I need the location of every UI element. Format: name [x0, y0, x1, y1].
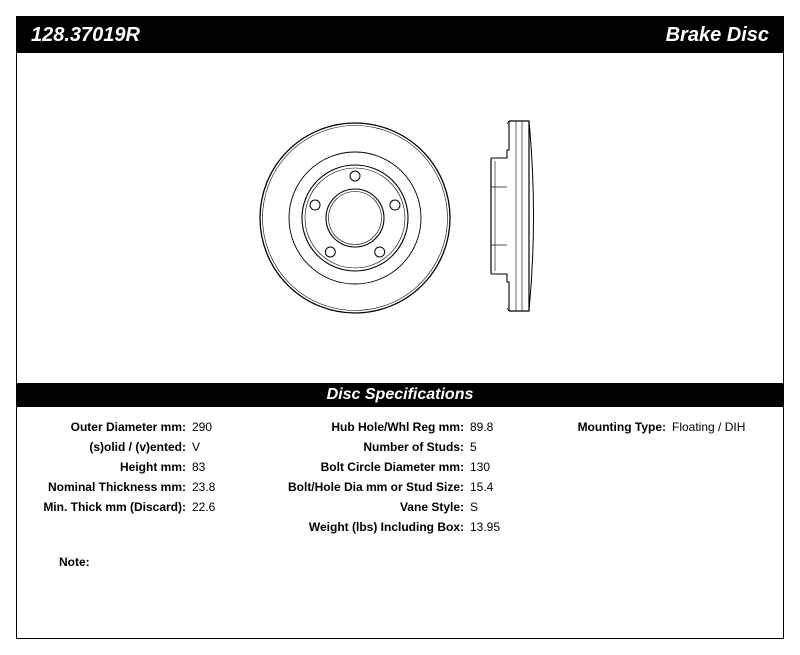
- spec-label: Height mm:: [37, 457, 192, 477]
- spec-label: Number of Studs:: [272, 437, 470, 457]
- spec-row: (s)olid / (v)ented:V: [37, 437, 272, 457]
- note-row: Note:: [17, 543, 783, 569]
- spec-value: 290: [192, 417, 212, 437]
- specs-col-2: Hub Hole/Whl Reg mm:89.8Number of Studs:…: [272, 417, 572, 537]
- spec-label: Hub Hole/Whl Reg mm:: [272, 417, 470, 437]
- section-title: Disc Specifications: [327, 386, 474, 404]
- spec-value: 15.4: [470, 477, 493, 497]
- spec-value: V: [192, 437, 200, 457]
- spec-sheet-frame: 128.37019R Brake Disc Disc Specification…: [16, 16, 784, 639]
- spec-label: Bolt/Hole Dia mm or Stud Size:: [272, 477, 470, 497]
- spec-row: Outer Diameter mm:290: [37, 417, 272, 437]
- spec-label: Min. Thick mm (Discard):: [37, 497, 192, 517]
- specs-col-3: Mounting Type:Floating / DIH: [572, 417, 763, 537]
- part-number: 128.37019R: [31, 24, 140, 47]
- spec-value: 89.8: [470, 417, 493, 437]
- spec-value: 83: [192, 457, 205, 477]
- drawing-area: [17, 53, 783, 383]
- spec-value: 13.95: [470, 517, 500, 537]
- spec-label: Outer Diameter mm:: [37, 417, 192, 437]
- spec-row: Vane Style:S: [272, 497, 572, 517]
- spec-label: Vane Style:: [272, 497, 470, 517]
- rotor-face-view: [255, 118, 455, 318]
- specs-table: Outer Diameter mm:290(s)olid / (v)ented:…: [17, 407, 783, 543]
- spec-row: Nominal Thickness mm:23.8: [37, 477, 272, 497]
- specs-col-1: Outer Diameter mm:290(s)olid / (v)ented:…: [37, 417, 272, 537]
- product-type: Brake Disc: [666, 24, 769, 47]
- spec-row: Bolt/Hole Dia mm or Stud Size:15.4: [272, 477, 572, 497]
- spec-value: 5: [470, 437, 477, 457]
- header-bar: 128.37019R Brake Disc: [17, 17, 783, 53]
- note-label: Note:: [59, 555, 90, 569]
- rotor-side-view: [485, 111, 545, 326]
- spec-row: Mounting Type:Floating / DIH: [572, 417, 763, 437]
- spec-row: Min. Thick mm (Discard):22.6: [37, 497, 272, 517]
- spec-value: 23.8: [192, 477, 215, 497]
- spec-label: Nominal Thickness mm:: [37, 477, 192, 497]
- section-title-bar: Disc Specifications: [17, 383, 783, 407]
- spec-row: Number of Studs:5: [272, 437, 572, 457]
- spec-label: (s)olid / (v)ented:: [37, 437, 192, 457]
- spec-value: 22.6: [192, 497, 215, 517]
- spec-row: Height mm:83: [37, 457, 272, 477]
- spec-label: Bolt Circle Diameter mm:: [272, 457, 470, 477]
- spec-value: Floating / DIH: [672, 417, 745, 437]
- spec-row: Hub Hole/Whl Reg mm:89.8: [272, 417, 572, 437]
- spec-value: 130: [470, 457, 490, 477]
- spec-label: Weight (lbs) Including Box:: [272, 517, 470, 537]
- spec-label: Mounting Type:: [572, 417, 672, 437]
- spec-row: Weight (lbs) Including Box:13.95: [272, 517, 572, 537]
- spec-value: S: [470, 497, 478, 517]
- spec-row: Bolt Circle Diameter mm:130: [272, 457, 572, 477]
